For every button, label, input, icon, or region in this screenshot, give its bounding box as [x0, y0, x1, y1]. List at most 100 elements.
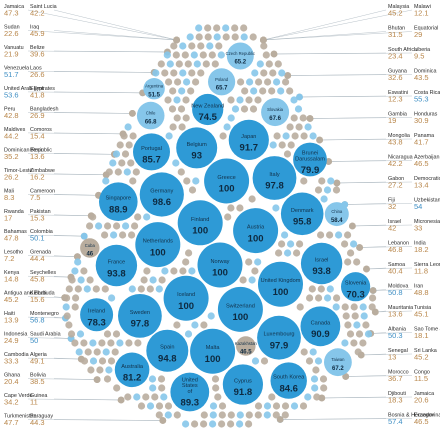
bubble-minor	[269, 141, 277, 149]
bubble-minor	[195, 24, 203, 32]
bubble-value: 90.9	[311, 329, 330, 340]
bubble-chile: Chile 66.8	[136, 101, 165, 130]
bubble-minor	[188, 42, 196, 50]
bubble-minor	[314, 357, 323, 365]
bubble-minor	[183, 78, 191, 86]
bubble-label: Cuba	[85, 243, 96, 248]
bubble-value: 81.2	[123, 373, 142, 384]
bubble-circle	[176, 127, 218, 169]
bubble-minor	[92, 285, 100, 293]
side-labels: Jamaica47.3Sudan22.6Vanuatu21.9Venezuela…	[4, 4, 440, 427]
bubble-minor	[128, 285, 136, 293]
bubble-minor	[170, 42, 178, 50]
side-label-name: United Arab Emirates	[4, 86, 55, 92]
bubble-minor	[63, 312, 71, 320]
side-label-name: Senegal	[388, 348, 408, 354]
side-label-name: Malawi	[414, 4, 431, 10]
bubble-minor	[129, 177, 137, 185]
side-label-value: 50.3	[388, 331, 403, 340]
bubble-iceland: Iceland 100	[163, 275, 209, 321]
bubble-minor	[260, 357, 269, 365]
bubble-label: Taiwan	[331, 357, 345, 362]
side-label-sierra-leone: Sierra Leone11.8	[414, 262, 440, 276]
leader-line	[336, 181, 413, 184]
side-label-value: 18.3	[388, 396, 403, 405]
side-label-value: 45.8	[30, 275, 45, 284]
bubble-minor	[272, 204, 280, 212]
bubble-minor	[89, 213, 97, 221]
bubble-minor	[278, 69, 286, 77]
bubble-label: Australia	[121, 364, 144, 370]
bubble-minor	[317, 285, 325, 293]
bubble-label: Austria	[247, 225, 265, 231]
side-label-value: 51.7	[4, 70, 19, 79]
bubble-minor	[164, 411, 172, 419]
side-label-value: 8.3	[4, 193, 14, 202]
bubble-minor	[341, 339, 349, 347]
bubble-circle	[197, 242, 243, 288]
bubble-value: 67.6	[269, 116, 281, 122]
bubble-minor	[179, 267, 187, 275]
bubble-minor	[111, 348, 119, 356]
bubble-circle	[204, 158, 250, 204]
bubble-minor	[248, 276, 256, 284]
bubble-minor	[268, 87, 276, 95]
bubble-value: 97.8	[131, 319, 150, 330]
bubble-circle	[300, 306, 341, 347]
side-label-value: 13.6	[388, 310, 403, 319]
side-dot	[306, 115, 314, 122]
side-label-name: Lesotho	[4, 250, 23, 256]
bubble-minor	[74, 285, 82, 293]
side-label-name: Mali	[4, 188, 14, 194]
bubble-minor	[188, 186, 197, 194]
bubble-value: 95.8	[293, 217, 312, 228]
bubble-label: Japan	[241, 134, 256, 140]
bubble-minor	[308, 285, 316, 293]
side-label-name: Sudan	[4, 25, 20, 31]
leader-line	[321, 396, 413, 399]
bubble-minor	[368, 303, 376, 311]
bubble-minor	[213, 24, 221, 32]
bubble-value: 78.3	[87, 317, 106, 328]
bubble-minor	[236, 411, 244, 419]
bubble-value: 84.6	[279, 383, 298, 394]
side-label-value: 20.6	[414, 396, 429, 405]
bubble-slovenia: Slovenia 70.3	[341, 272, 371, 302]
bubble-label: Germany	[150, 189, 173, 195]
side-dot	[270, 50, 278, 58]
bubble-circle	[143, 78, 165, 100]
bubble-minor	[300, 132, 308, 140]
bubble-value: 46	[86, 252, 93, 258]
bubble-value: 100	[232, 312, 248, 323]
bubble-minor	[344, 258, 352, 266]
bubble-minor	[114, 168, 122, 176]
bubble-minor	[281, 402, 290, 410]
bubble-minor	[155, 411, 163, 419]
bubble-circle	[222, 364, 263, 405]
side-dot	[260, 36, 267, 44]
side-dot	[325, 158, 332, 165]
side-label-name: Saudi Arabia	[30, 332, 61, 338]
side-label-value: 17	[4, 213, 12, 222]
bubble-minor	[222, 24, 230, 32]
bubble-value: 74.5	[198, 112, 217, 123]
bubble-minor	[353, 321, 361, 329]
side-label-name: South Africa	[388, 47, 417, 53]
bubble-minor	[236, 420, 244, 428]
bubble-minor	[254, 258, 262, 266]
bubble-label: Greece	[217, 175, 235, 181]
bubble-minor	[182, 258, 190, 266]
side-label-value: 47.7	[4, 418, 19, 427]
leader-line	[53, 194, 99, 196]
